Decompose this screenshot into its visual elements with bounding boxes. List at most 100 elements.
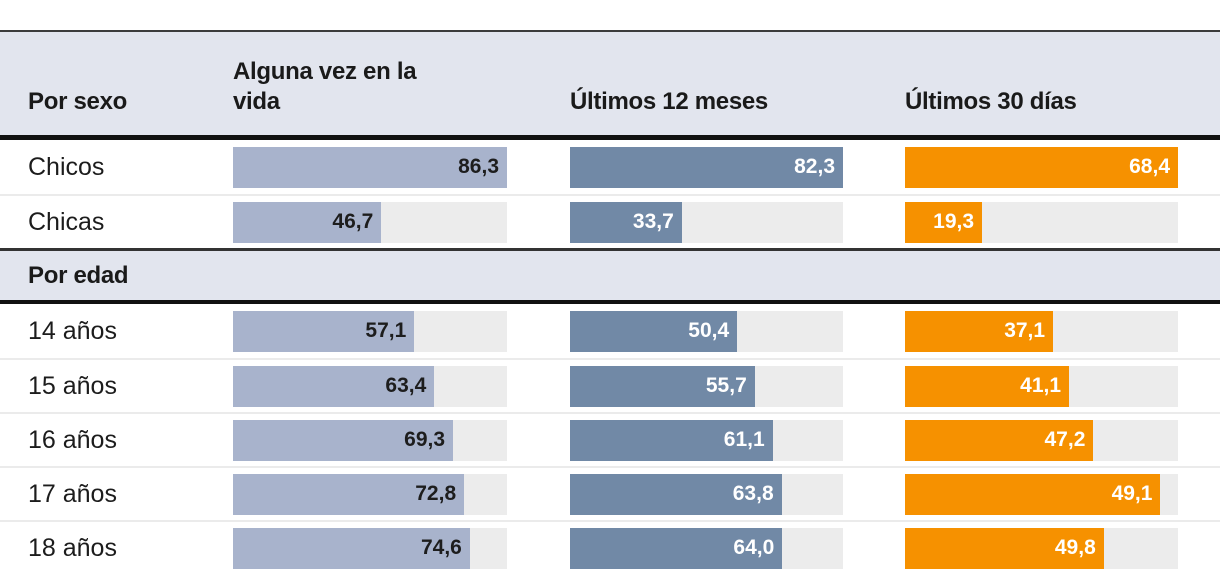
bar-track-12-meses: 55,7 bbox=[570, 365, 843, 407]
bar-value-label: 55,7 bbox=[705, 374, 747, 397]
bar-value-label: 82,3 bbox=[794, 155, 835, 178]
bar-value-label: 57,1 bbox=[365, 319, 407, 342]
row-label: 14 años bbox=[28, 316, 117, 345]
header-col-12-meses: Últimos 12 meses bbox=[570, 32, 905, 135]
bar-track-12-meses: 50,4 bbox=[570, 310, 843, 352]
header-por-sexo-label: Por sexo bbox=[28, 88, 127, 115]
bar-30-dias: 68,4 bbox=[905, 146, 1178, 188]
table-row: 14 años 57,1 50,4 37,1 bbox=[0, 304, 1220, 358]
bar-alguna-vez: 74,6 bbox=[233, 527, 470, 569]
bar-value-label: 63,4 bbox=[385, 374, 427, 397]
cell-alguna-vez: 74,6 bbox=[233, 527, 570, 569]
bar-value-label: 33,7 bbox=[632, 210, 674, 233]
bar-value-label: 19,3 bbox=[933, 210, 975, 233]
bar-alguna-vez: 86,3 bbox=[233, 146, 507, 188]
cell-12-meses: 50,4 bbox=[570, 310, 905, 352]
row-label: Chicos bbox=[28, 152, 105, 181]
bar-12-meses: 64,0 bbox=[570, 527, 783, 569]
bar-30-dias: 47,2 bbox=[905, 419, 1094, 461]
bar-track-alguna-vez: 69,3 bbox=[233, 419, 507, 461]
bar-track-12-meses: 61,1 bbox=[570, 419, 843, 461]
row-label: 17 años bbox=[28, 479, 117, 508]
bar-value-label: 64,0 bbox=[733, 536, 775, 559]
section-title-por-edad: Por edad bbox=[28, 261, 129, 289]
bar-12-meses: 33,7 bbox=[570, 201, 682, 243]
rows-group-por-sexo: Chicos 86,3 82,3 68,4 Chicas bbox=[0, 140, 1220, 248]
cell-30-dias: 49,8 bbox=[905, 527, 1220, 569]
bar-track-30-dias: 47,2 bbox=[905, 419, 1178, 461]
table-row: 18 años 74,6 64,0 49,8 bbox=[0, 520, 1220, 574]
table-row: 15 años 63,4 55,7 41,1 bbox=[0, 358, 1220, 412]
table-wrap: Por sexo Alguna vez en la vida Últimos 1… bbox=[0, 30, 1220, 574]
bar-track-30-dias: 19,3 bbox=[905, 201, 1178, 243]
cell-30-dias: 19,3 bbox=[905, 201, 1220, 243]
bar-track-alguna-vez: 57,1 bbox=[233, 310, 507, 352]
cell-30-dias: 41,1 bbox=[905, 365, 1220, 407]
bar-value-label: 86,3 bbox=[458, 155, 499, 178]
cell-12-meses: 55,7 bbox=[570, 365, 905, 407]
bar-30-dias: 41,1 bbox=[905, 365, 1070, 407]
bar-12-meses: 82,3 bbox=[570, 146, 843, 188]
bar-value-label: 47,2 bbox=[1044, 428, 1086, 451]
cell-12-meses: 64,0 bbox=[570, 527, 905, 569]
bar-12-meses: 55,7 bbox=[570, 365, 755, 407]
bar-30-dias: 37,1 bbox=[905, 310, 1054, 352]
bar-track-alguna-vez: 74,6 bbox=[233, 527, 507, 569]
bar-track-12-meses: 63,8 bbox=[570, 473, 843, 515]
cell-30-dias: 47,2 bbox=[905, 419, 1220, 461]
row-label: Chicas bbox=[28, 207, 105, 236]
bar-value-label: 63,8 bbox=[732, 482, 774, 505]
cell-30-dias: 68,4 bbox=[905, 146, 1220, 188]
header-col-30-dias-label: Últimos 30 días bbox=[905, 88, 1077, 115]
cell-alguna-vez: 69,3 bbox=[233, 419, 570, 461]
bar-value-label: 41,1 bbox=[1020, 374, 1062, 397]
bar-track-alguna-vez: 63,4 bbox=[233, 365, 507, 407]
bar-value-label: 68,4 bbox=[1129, 155, 1170, 178]
bar-12-meses: 63,8 bbox=[570, 473, 782, 515]
bar-value-label: 37,1 bbox=[1004, 319, 1046, 342]
cell-alguna-vez: 46,7 bbox=[233, 201, 570, 243]
cell-alguna-vez: 63,4 bbox=[233, 365, 570, 407]
table-row: Chicos 86,3 82,3 68,4 bbox=[0, 140, 1220, 194]
cell-12-meses: 61,1 bbox=[570, 419, 905, 461]
bar-value-label: 74,6 bbox=[420, 536, 462, 559]
bar-30-dias: 49,1 bbox=[905, 473, 1161, 515]
cell-12-meses: 82,3 bbox=[570, 146, 905, 188]
bar-value-label: 49,8 bbox=[1054, 536, 1096, 559]
bar-alguna-vez: 57,1 bbox=[233, 310, 415, 352]
header-col-alguna-vez-label: Alguna vez en la vida bbox=[233, 58, 417, 115]
header-col-12-meses-label: Últimos 12 meses bbox=[570, 88, 768, 115]
table-row: 16 años 69,3 61,1 47,2 bbox=[0, 412, 1220, 466]
table-row: 17 años 72,8 63,8 49,1 bbox=[0, 466, 1220, 520]
header-col-alguna-vez: Alguna vez en la vida bbox=[233, 32, 570, 135]
bar-value-label: 69,3 bbox=[404, 428, 446, 451]
bar-track-alguna-vez: 86,3 bbox=[233, 146, 507, 188]
bar-track-12-meses: 82,3 bbox=[570, 146, 843, 188]
cell-12-meses: 33,7 bbox=[570, 201, 905, 243]
bar-alguna-vez: 69,3 bbox=[233, 419, 454, 461]
bar-track-12-meses: 64,0 bbox=[570, 527, 843, 569]
bar-alguna-vez: 46,7 bbox=[233, 201, 382, 243]
table-row: Chicas 46,7 33,7 19,3 bbox=[0, 194, 1220, 248]
bar-track-30-dias: 68,4 bbox=[905, 146, 1178, 188]
section-band-por-edad: Por edad bbox=[0, 248, 1220, 304]
cell-alguna-vez: 72,8 bbox=[233, 473, 570, 515]
cell-alguna-vez: 86,3 bbox=[233, 146, 570, 188]
bar-12-meses: 61,1 bbox=[570, 419, 773, 461]
bar-value-label: 49,1 bbox=[1111, 482, 1153, 505]
bar-track-12-meses: 33,7 bbox=[570, 201, 843, 243]
bar-alguna-vez: 63,4 bbox=[233, 365, 435, 407]
cell-12-meses: 63,8 bbox=[570, 473, 905, 515]
row-label: 15 años bbox=[28, 371, 117, 400]
bar-track-30-dias: 49,8 bbox=[905, 527, 1178, 569]
bar-track-30-dias: 37,1 bbox=[905, 310, 1178, 352]
bar-track-30-dias: 49,1 bbox=[905, 473, 1178, 515]
bar-value-label: 46,7 bbox=[332, 210, 374, 233]
row-label: 16 años bbox=[28, 425, 117, 454]
bar-track-30-dias: 41,1 bbox=[905, 365, 1178, 407]
bar-30-dias: 49,8 bbox=[905, 527, 1104, 569]
header-col-30-dias: Últimos 30 días bbox=[905, 32, 1220, 135]
bar-value-label: 72,8 bbox=[415, 482, 457, 505]
rows-group-por-edad: 14 años 57,1 50,4 37,1 15 años bbox=[0, 304, 1220, 574]
row-label: 18 años bbox=[28, 533, 117, 562]
